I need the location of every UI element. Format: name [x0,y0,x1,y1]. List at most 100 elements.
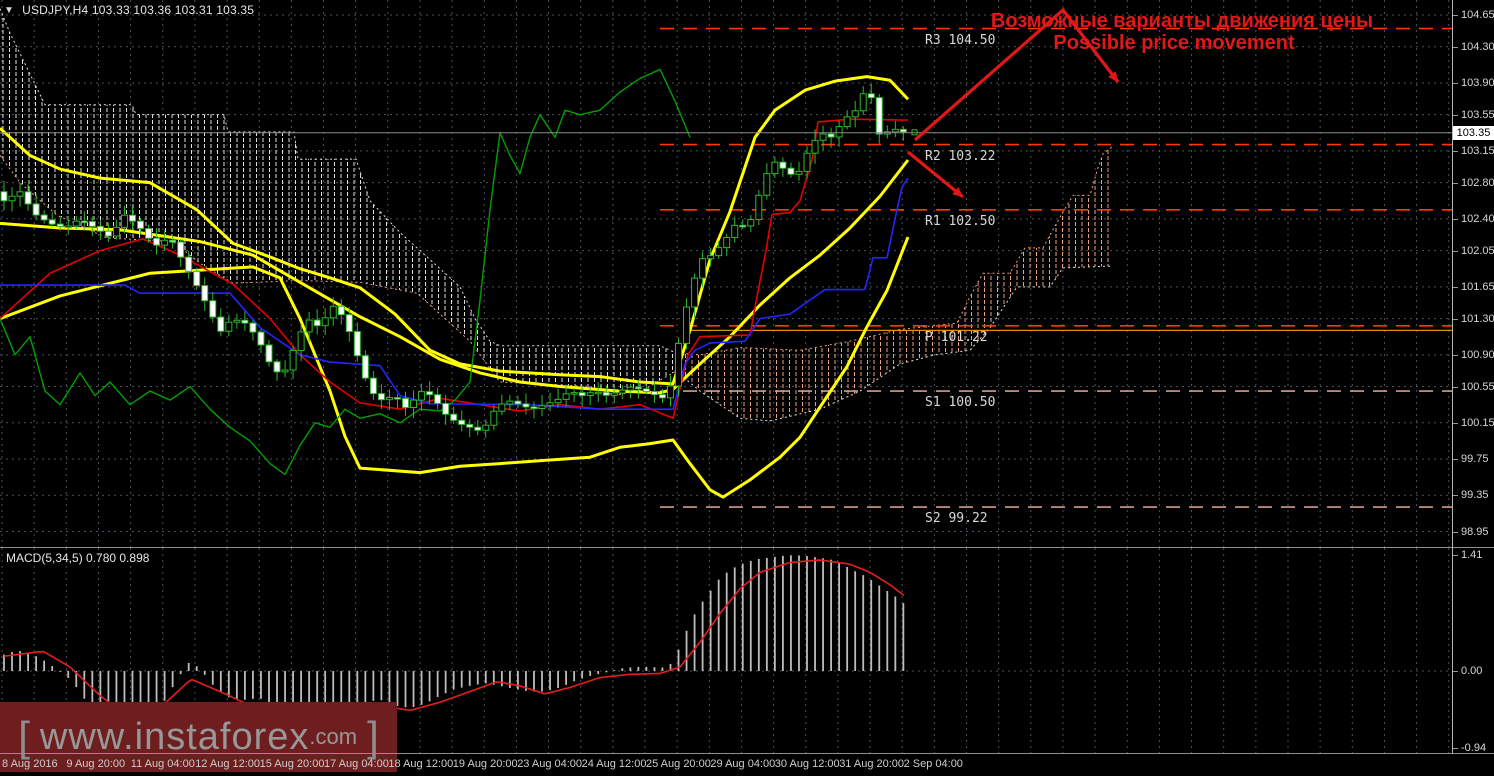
macd-panel-canvas[interactable] [0,548,1452,754]
candle-body [707,255,715,260]
candle-body [538,405,546,410]
price-tick-label: 103.55 [1453,108,1494,121]
panel-separator-bottom[interactable] [0,753,1494,754]
watermark-bracket-open: [ [18,713,30,760]
candle-body [442,402,450,415]
time-tick-label: 30 Aug 12:00 [774,758,840,770]
candle-body [32,203,40,216]
candle-body [353,331,361,357]
candle-body [72,220,80,227]
candle-body [715,247,723,257]
candle-body [562,393,570,400]
candle-body [185,256,193,272]
candle-body [658,394,666,399]
candle-body [241,319,249,324]
tenkan_sen-line [0,118,909,420]
candle-body [731,224,739,238]
candle-body [723,236,731,249]
time-tick-label: 18 Aug 12:00 [388,758,454,770]
symbol-info-line: ▼ USDJPY,H4 103.33 103.36 103.31 103.35 [4,3,254,17]
candle-body [313,319,321,327]
candle-body [498,403,506,412]
candle-body [779,161,787,169]
candle-body [506,400,514,405]
time-tick-label: 11 Aug 04:00 [130,758,195,770]
time-tick-label: 31 Aug 20:00 [839,758,905,770]
current-price-badge: 103.35 [1453,125,1494,140]
candle-body [249,322,257,333]
candle-body [683,306,691,344]
candle-body [337,305,345,316]
candle-body [8,195,16,202]
candle-body [787,167,795,175]
chart-area[interactable] [0,0,1452,776]
candle-body [16,191,24,197]
annotation-text-russian: Возможные варианты движения цены [990,10,1374,32]
candle-body [153,237,161,246]
candle-body [851,110,859,118]
candle-body [666,385,674,399]
symbol-dropdown-icon[interactable]: ▼ [4,4,15,16]
time-tick-label: 19 Aug 20:00 [452,758,518,770]
candle-body [474,426,482,431]
candle-body [418,391,426,401]
candle-body [145,228,153,239]
candle-body [578,392,586,397]
macd-signal-line [3,559,905,723]
candle-body [40,214,48,221]
candle-body [24,191,32,205]
candle-body [281,369,289,373]
candle-body [289,349,297,371]
bollinger_middle-line [0,159,910,395]
time-tick-label: 24 Aug 12:00 [581,758,647,770]
candle-body [297,331,305,351]
projection-down-arrow[interactable] [906,150,965,199]
instaforex-watermark: [ www.instaforex .com ] [0,702,397,772]
candle-body [650,391,658,396]
candle-body [56,223,64,228]
main-chart-canvas[interactable] [0,0,1452,548]
candle-body [225,321,233,332]
candle-body [763,173,771,196]
candle-body [602,391,610,396]
price-tick-label: 100.15 [1453,416,1494,429]
price-tick-label: 103.90 [1453,76,1494,89]
time-axis[interactable]: 8 Aug 2016 9 Aug 20:00 11 Aug 04:00 12 Aug … [0,755,1494,776]
candle-body [217,316,225,332]
price-tick-label: 101.65 [1453,280,1494,293]
pivot-label-R3: R3 104.50 [925,32,996,48]
candle-body [530,406,538,410]
macd-tick-label: 1.41 [1452,549,1483,562]
macd-tick-label: 0.00 [1452,665,1483,677]
symbol-ohlc-text: USDJPY,H4 103.33 103.36 103.31 103.35 [22,3,255,17]
candle-body [329,305,337,319]
candle-body [104,230,112,237]
candle-body [594,391,602,395]
candle-body [755,194,763,221]
candle-body [739,224,747,228]
candle-body [233,319,241,323]
watermark-com: .com [309,724,358,749]
price-tick-label: 98.95 [1453,525,1489,538]
last-price-marker [911,129,918,136]
candle-body [634,386,642,390]
candle-body [393,397,401,400]
candle-body [321,317,329,327]
candle-body [899,128,907,133]
candle-body [48,219,56,225]
price-tick-label: 103.15 [1453,144,1494,157]
projection-down-arrow-head [952,187,963,197]
pivot-label-R2: R2 103.22 [925,148,996,164]
projection-up-arrow[interactable] [913,7,1120,142]
candle-body [827,133,835,138]
candle-body [522,403,530,408]
macd-axis[interactable]: 1.41 0.00 -0.94 [1452,0,1494,776]
panel-separator-top[interactable] [0,547,1494,548]
candle-body [169,239,177,243]
candle-body [875,97,883,135]
price-axis[interactable]: 104.65 104.30 103.90 103.55 103.15 102.80 102.… [1453,0,1494,753]
candle-body [257,331,265,346]
time-tick-label: 25 Aug 20:00 [646,758,711,770]
pivot-label-P: P 101.22 [925,329,988,345]
